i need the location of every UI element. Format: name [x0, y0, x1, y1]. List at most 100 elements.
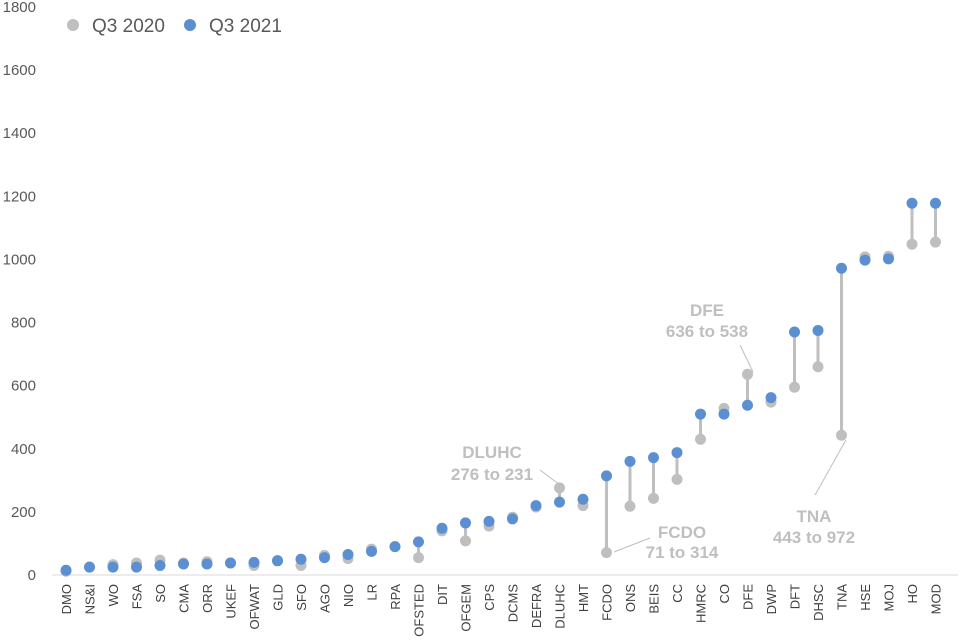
point-q3-2021-dwp	[765, 392, 777, 404]
point-q3-2020-dft	[789, 381, 800, 393]
annotation-title-tna: TNA	[797, 507, 832, 526]
x-tick-label: ONS	[623, 584, 638, 613]
y-tick-label: 200	[11, 504, 36, 521]
x-tick-label: CPS	[482, 584, 497, 611]
x-tick-label: GLD	[271, 584, 286, 611]
annotation-title-fcdo: FCDO	[658, 523, 706, 542]
x-tick-label: DLUHC	[553, 584, 568, 629]
annotation-leader-dluhc	[539, 469, 561, 486]
x-tick-label: DWP	[764, 584, 779, 614]
point-q3-2021-sfo	[295, 553, 307, 565]
point-q3-2021-cc	[671, 447, 683, 459]
point-q3-2021-tna	[836, 262, 847, 274]
x-tick-label: RPA	[388, 584, 403, 610]
y-tick-label: 1600	[3, 62, 36, 79]
x-tick-label: HO	[905, 584, 920, 604]
x-tick-label: OFWAT	[247, 584, 262, 630]
point-q3-2021-dfe	[742, 399, 753, 411]
x-tick-label: NS&I	[83, 584, 98, 614]
point-q3-2021-lr	[366, 545, 377, 557]
legend: Q3 2020 Q3 2021	[67, 16, 282, 37]
legend-marker-q3-2020	[67, 19, 79, 31]
x-tick-label: MOD	[929, 584, 944, 614]
x-tick-label: DFE	[741, 584, 756, 610]
point-q3-2021-ho	[906, 197, 918, 209]
annotation-text-dluhc: 276 to 231	[451, 465, 533, 484]
point-q3-2021-hse	[859, 254, 871, 266]
annotation-title-dluhc: DLUHC	[462, 443, 522, 462]
x-tick-label: OFGEM	[459, 584, 474, 632]
point-q3-2021-cma	[178, 558, 189, 570]
point-q3-2021-rpa	[389, 541, 401, 553]
x-tick-label: DHSC	[811, 584, 826, 621]
legend-marker-q3-2021	[184, 19, 196, 31]
y-tick-label: 1200	[3, 188, 36, 205]
point-q3-2021-defra	[530, 500, 542, 512]
point-q3-2021-co	[718, 408, 730, 420]
legend-label-q3-2021: Q3 2021	[209, 16, 282, 37]
point-q3-2021-moj	[883, 253, 894, 265]
x-tick-label: NIO	[341, 584, 356, 607]
point-q3-2020-dhsc	[812, 361, 824, 373]
annotation-leader-fcdo	[613, 537, 651, 553]
point-q3-2021-dluhc	[554, 496, 565, 508]
x-tick-label: SO	[153, 584, 168, 603]
data-points	[60, 197, 941, 577]
x-tick-label: UKEF	[224, 584, 239, 619]
point-q3-2021-cps	[483, 515, 495, 527]
point-q3-2021-ofsted	[413, 536, 424, 548]
point-q3-2021-ons	[624, 455, 636, 467]
annotation-title-dfe: DFE	[690, 301, 724, 320]
point-q3-2020-ofsted	[413, 552, 424, 564]
annotations: DLUHC 276 to 231 FCDO 71 to 314 DFE 636 …	[451, 301, 855, 562]
point-q3-2020-ho	[906, 238, 918, 250]
x-tick-label: DCMS	[506, 584, 521, 623]
point-q3-2021-fsa	[131, 561, 142, 573]
x-tick-label: FSA	[130, 584, 145, 610]
x-tick-label: HMRC	[694, 584, 709, 623]
x-tick-label: OFSTED	[412, 584, 427, 637]
legend-label-q3-2020: Q3 2020	[92, 16, 165, 37]
x-tick-label: ORR	[200, 584, 215, 613]
x-tick-label: DFT	[788, 584, 803, 609]
point-q3-2021-hmrc	[695, 408, 706, 420]
x-tick-label: DMO	[59, 584, 74, 614]
annotation-leader-dfe	[739, 344, 754, 373]
point-q3-2020-beis	[648, 492, 659, 504]
x-tick-label: FCDO	[600, 584, 615, 621]
point-q3-2020-dluhc	[554, 482, 565, 494]
annotation-leader-tna	[814, 439, 847, 496]
y-tick-label: 600	[11, 378, 36, 395]
x-tick-label: CC	[670, 584, 685, 603]
point-q3-2021-so	[154, 560, 166, 572]
x-tick-label: HSE	[858, 584, 873, 611]
point-q3-2020-hmrc	[695, 433, 706, 445]
x-tick-label: MOJ	[882, 584, 897, 611]
point-q3-2020-ofgem	[460, 535, 471, 547]
y-tick-label: 0	[28, 567, 36, 584]
x-tick-label: CO	[717, 584, 732, 604]
point-q3-2021-fcdo	[601, 470, 612, 482]
x-tick-label: AGO	[318, 584, 333, 613]
annotation-text-tna: 443 to 972	[773, 528, 855, 547]
point-q3-2021-mod	[930, 197, 941, 209]
annotation-text-dfe: 636 to 538	[666, 322, 748, 341]
x-tick-label: TNA	[835, 584, 850, 610]
point-q3-2020-fcdo	[601, 547, 612, 559]
y-tick-label: 1000	[3, 251, 36, 268]
x-tick-label: HMT	[576, 584, 591, 612]
point-q3-2021-dhsc	[812, 324, 824, 336]
point-q3-2021-hmt	[577, 493, 589, 505]
x-tick-label: LR	[365, 584, 380, 601]
point-q3-2021-gld	[272, 555, 283, 567]
point-q3-2021-ns-i	[84, 561, 95, 573]
point-q3-2020-mod	[930, 236, 941, 248]
point-q3-2021-wo	[107, 561, 119, 573]
x-tick-label: SFO	[294, 584, 309, 611]
point-q3-2020-tna	[836, 429, 847, 441]
annotation-text-fcdo: 71 to 314	[646, 543, 719, 562]
point-q3-2021-nio	[342, 548, 354, 560]
point-q3-2021-ukef	[225, 557, 236, 569]
y-tick-label: 400	[11, 441, 36, 458]
